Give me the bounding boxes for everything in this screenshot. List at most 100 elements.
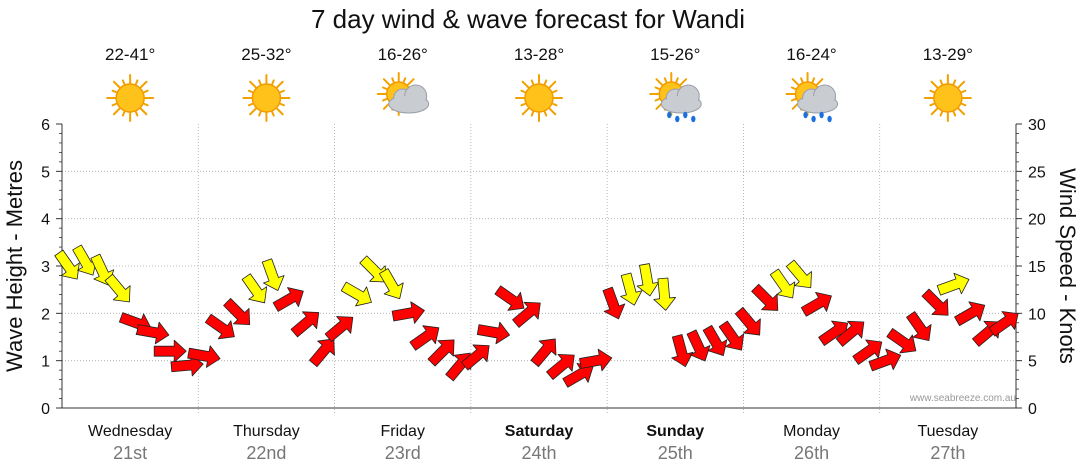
sun-ray [548,107,557,116]
sun-ray [957,80,966,89]
sun-ray [679,78,688,86]
sun-ray [247,102,254,107]
sun-ray [790,97,797,102]
day-label: Sunday [646,423,704,440]
wind-arrow [187,345,221,368]
sun-icon [242,74,291,122]
wind-arrow [359,255,387,283]
temperature-label: 16-26° [378,45,428,64]
wind-arrow [241,273,268,304]
date-label: 25th [658,443,693,463]
temperature-label: 15-26° [650,45,700,64]
wind-arrow [835,320,865,347]
cloud-part [662,96,701,112]
sun-ray [258,79,262,86]
sun-ray [952,79,957,86]
left-tick-label: 3 [41,259,50,276]
wind-arrow [391,301,425,324]
rain-drop [819,111,824,119]
sun-ray [143,102,149,107]
sun-ray [551,102,558,107]
right-tick-label: 0 [1028,401,1037,418]
right-tick-label: 5 [1028,354,1037,371]
sun-ray [930,80,939,89]
wind-arrow [906,311,932,342]
wind-arrow [671,334,694,368]
date-label: 26th [794,443,829,463]
chart-title: 7 day wind & wave forecast for Wandi [311,4,745,34]
sun-ray [654,86,661,91]
wind-arrow [734,306,761,336]
cloud-shape [660,84,702,114]
sun-ray [276,107,284,116]
left-tick-label: 5 [41,164,50,181]
sun-disc [115,83,145,113]
forecast-header: 22-41° 25-32° 16-26° 13-28° 15-26° 16-24° 13-2… [105,45,973,123]
sun-ray [790,86,797,91]
date-label: 24th [521,443,556,463]
date-label: 22nd [246,443,286,463]
wind-arrow [546,354,575,380]
sun-ray [249,80,257,89]
sun-ray [134,79,139,86]
wind-arrow [261,258,285,291]
sun-ray [543,79,548,86]
rain-drop [691,115,696,123]
wind-arrow [104,273,131,303]
sun-ray [139,80,148,89]
day-label: Friday [380,423,424,440]
sun-ray [391,77,395,83]
sun-ray [548,80,557,89]
sun-ray [811,77,816,83]
left-tick-label: 0 [41,401,50,418]
sun-ray [791,78,800,86]
wind-arrow [702,324,728,356]
wind-arrow [562,362,594,388]
wind-arrow [153,339,187,363]
sun-icon [515,74,563,122]
sun-ray [815,78,824,86]
wind-arrow [308,338,335,368]
sun-ray [271,110,275,117]
sun-ray [929,89,935,94]
sun-rays [923,74,972,122]
wind-arrow [769,268,796,299]
sun-ray [952,110,957,117]
sun-ray [930,107,939,116]
sun-ray [530,110,535,117]
sun-ray [551,89,558,94]
day-label: Wednesday [88,423,172,440]
rain-drop [675,115,680,123]
sun-disc [251,83,282,113]
wind-arrow [461,344,490,371]
wind-arrow [54,249,80,280]
sun-ray [800,77,804,83]
sun-ray [121,110,126,117]
wind-arrow [886,328,917,354]
sun-ray [543,110,548,117]
right-tick-label: 15 [1028,259,1046,276]
date-label: 27th [930,443,965,463]
wind-arrow [136,321,170,345]
wind-arrow [954,301,986,327]
credit-text: www.seabreeze.com.au [909,393,1016,404]
sun-ray [258,110,262,117]
left-axis-title: Wave Height - Metres [2,160,27,372]
wind-arrow [636,263,660,297]
wind-arrow [800,291,832,317]
right-axis-title: Wind Speed - Knots [1055,168,1080,364]
x-axis-labels: Wednesday 21st Thursday 22nd Friday 23rd Satur… [88,423,978,463]
wind-arrow [579,348,613,372]
sun-ray [112,107,121,116]
wind-arrow [290,311,320,338]
sun-ray [279,102,285,107]
wind-arrow [988,311,1019,337]
sun-rays [515,74,563,122]
sun-ray [929,102,935,107]
wind-arrow [686,329,711,362]
axes: 0 1 2 3 4 5 6 0 5 10 15 20 25 30 [41,117,1046,418]
temperature-label: 13-28° [514,45,564,64]
wind-arrow [936,272,970,296]
sun-ray [112,80,121,89]
temperature-label: 22-41° [105,45,155,64]
